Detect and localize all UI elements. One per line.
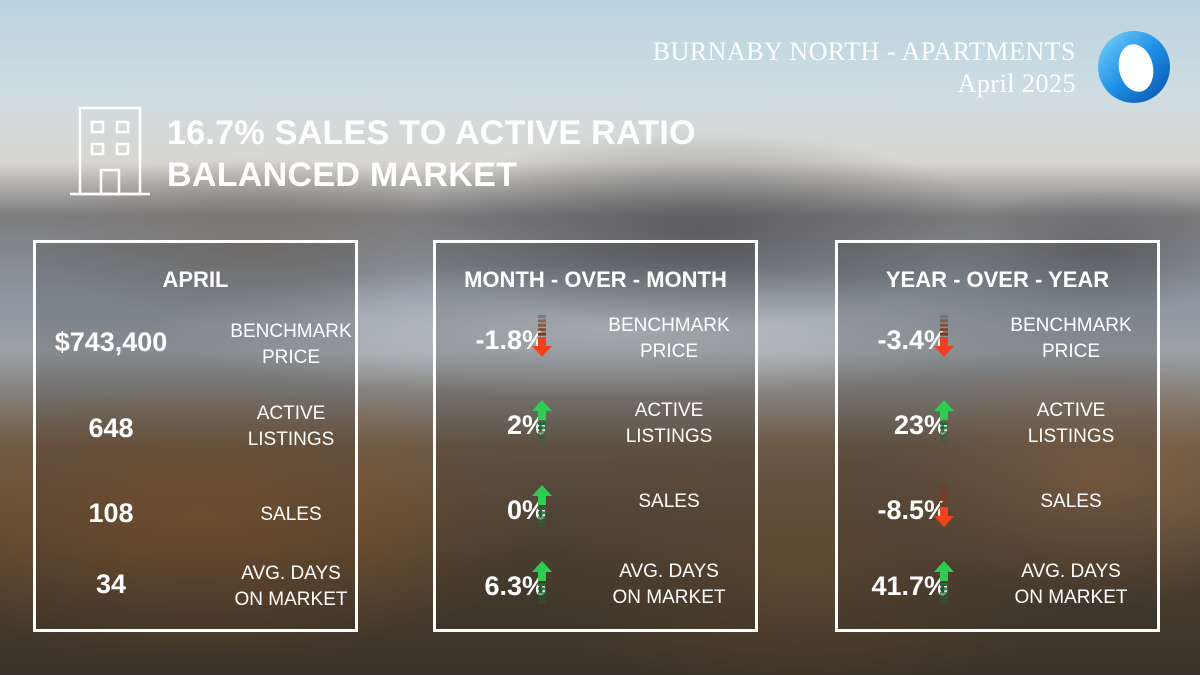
- days-on-market-row: 34 AVG. DAYS ON MARKET: [36, 557, 355, 617]
- stat-value: -8.5%: [877, 495, 948, 525]
- days-on-market-row: 6.3% AVG. DAYS ON MARKET: [436, 559, 755, 619]
- sales-ratio-headline: 16.7% SALES TO ACTIVE RATIO BALANCED MAR…: [167, 112, 696, 196]
- stat-value: $743,400: [54, 327, 168, 357]
- stat-value: 6.3%: [484, 571, 546, 601]
- down-arrow-icon: [532, 315, 552, 357]
- benchmark-price-row: $743,400 BENCHMARK PRICE: [36, 315, 355, 375]
- up-arrow-icon: [532, 485, 552, 528]
- panel-title: MONTH - OVER - MONTH: [464, 267, 727, 292]
- active-listings-row: 2% ACTIVE LISTINGS: [436, 398, 755, 458]
- active-listings-row: 23% ACTIVE LISTINGS: [838, 398, 1157, 458]
- sales-row: 108 SALES: [36, 486, 355, 546]
- stat-value: 2%: [506, 410, 546, 440]
- stat-value: 41.7%: [871, 571, 948, 601]
- report-title: BURNABY NORTH - APARTMENTS: [652, 37, 1076, 66]
- ratio-line: 16.7% SALES TO ACTIVE RATIO: [167, 114, 696, 152]
- stat-value: 108: [88, 498, 134, 528]
- benchmark-price-row: -3.4% BENCHMARK PRICE: [838, 313, 1157, 373]
- stat-value: 0%: [506, 495, 546, 525]
- stat-label: AVG. DAYS ON MARKET: [1014, 561, 1128, 608]
- stat-label: ACTIVE LISTINGS: [247, 403, 335, 450]
- stat-label: ACTIVE LISTINGS: [1027, 400, 1115, 447]
- stat-label: SALES: [1040, 491, 1102, 512]
- stat-label: AVG. DAYS ON MARKET: [612, 561, 726, 608]
- april-panel: APRIL $743,400 BENCHMARK PRICE 648 ACTIVE…: [33, 240, 358, 632]
- stat-value: -3.4%: [877, 325, 948, 355]
- stat-value: 34: [95, 569, 127, 599]
- days-on-market-row: 41.7% AVG. DAYS ON MARKET: [838, 559, 1157, 619]
- stat-label: BENCHMARK PRICE: [608, 315, 730, 362]
- report-header: BURNABY NORTH - APARTMENTS April 2025: [653, 36, 1076, 100]
- panel-title: YEAR - OVER - YEAR: [885, 267, 1110, 292]
- market-status: BALANCED MARKET: [167, 156, 518, 194]
- stat-value: 23%: [893, 410, 948, 440]
- up-arrow-icon: [934, 400, 954, 443]
- up-arrow-icon: [934, 561, 954, 604]
- month-over-month-panel: MONTH - OVER - MONTH -1.8% BENCHMARK PRIC…: [433, 240, 758, 632]
- stat-label: BENCHMARK PRICE: [230, 321, 352, 368]
- up-arrow-icon: [532, 561, 552, 604]
- panel-title: APRIL: [162, 267, 229, 292]
- stat-label: SALES: [638, 491, 700, 512]
- stat-label: SALES: [260, 504, 322, 525]
- report-date: April 2025: [957, 69, 1076, 98]
- stat-label: BENCHMARK PRICE: [1010, 315, 1132, 362]
- down-arrow-icon: [934, 485, 954, 527]
- sales-row: -8.5% SALES: [838, 483, 1157, 543]
- brand-logo-icon: [1098, 31, 1170, 103]
- active-listings-row: 648 ACTIVE LISTINGS: [36, 401, 355, 461]
- stat-value: 648: [88, 413, 134, 443]
- year-over-year-panel: YEAR - OVER - YEAR -3.4% BENCHMARK PRICE …: [835, 240, 1160, 632]
- benchmark-price-row: -1.8% BENCHMARK PRICE: [436, 313, 755, 373]
- stat-label: ACTIVE LISTINGS: [625, 400, 713, 447]
- stat-label: AVG. DAYS ON MARKET: [234, 563, 348, 610]
- sales-row: 0% SALES: [436, 483, 755, 543]
- stat-value: -1.8%: [475, 325, 546, 355]
- building-icon: [70, 106, 150, 196]
- up-arrow-icon: [532, 400, 552, 443]
- down-arrow-icon: [934, 315, 954, 357]
